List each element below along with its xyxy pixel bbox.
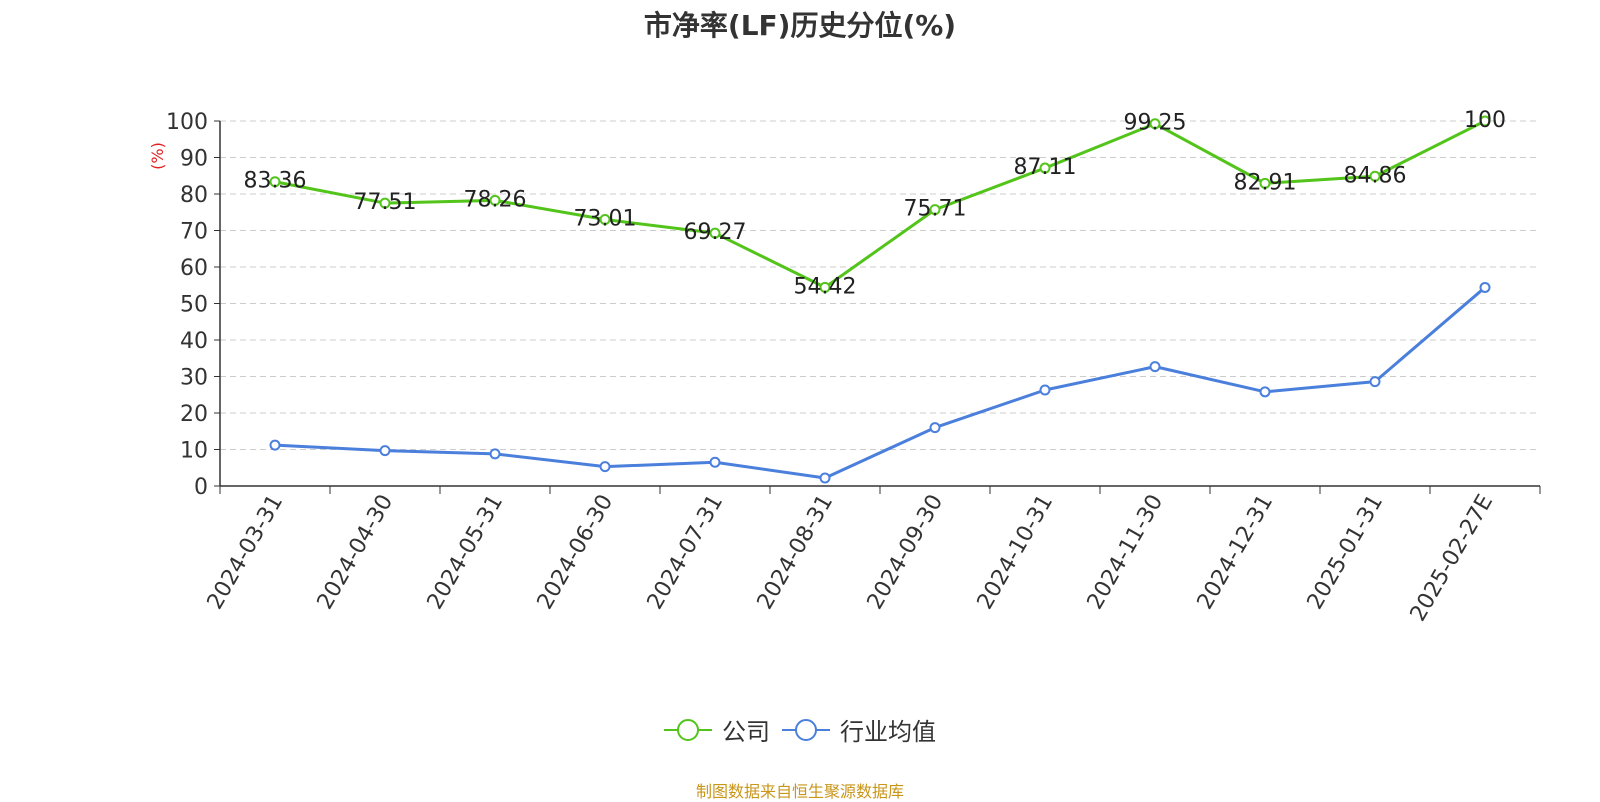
x-tick-label: 2025-02-27E bbox=[1406, 491, 1499, 626]
data-point bbox=[1369, 170, 1381, 182]
data-point bbox=[709, 456, 721, 468]
x-tick-label: 2024-05-31 bbox=[423, 491, 509, 614]
data-point bbox=[599, 461, 611, 473]
x-tick-label: 2024-12-31 bbox=[1193, 491, 1279, 614]
data-point bbox=[1149, 361, 1161, 373]
y-tick-label: 10 bbox=[180, 439, 208, 464]
y-tick-label: 0 bbox=[194, 475, 208, 500]
data-point bbox=[929, 204, 941, 216]
data-label: 77.51 bbox=[354, 190, 417, 215]
x-tick-label: 2024-06-30 bbox=[533, 491, 619, 614]
data-point bbox=[1479, 281, 1491, 293]
x-tick-label: 2024-11-30 bbox=[1083, 491, 1169, 614]
data-label: 100 bbox=[1464, 108, 1506, 133]
legend: 公司 行业均值 bbox=[0, 712, 1600, 747]
data-point bbox=[599, 214, 611, 226]
data-point bbox=[379, 197, 391, 209]
x-tick-label: 2024-03-31 bbox=[203, 491, 289, 614]
y-tick-label: 50 bbox=[180, 293, 208, 318]
data-label: 82.91 bbox=[1234, 170, 1297, 195]
data-label: 78.26 bbox=[464, 187, 527, 212]
legend-industry-label: 行业均值 bbox=[840, 718, 936, 746]
y-tick-label: 100 bbox=[166, 110, 208, 135]
data-label: 54.42 bbox=[794, 274, 857, 299]
data-point bbox=[1259, 177, 1271, 189]
data-label: 99.25 bbox=[1124, 111, 1187, 136]
data-point bbox=[819, 472, 831, 484]
x-tick-label: 2024-04-30 bbox=[313, 491, 399, 614]
data-point bbox=[819, 281, 831, 293]
series-line-0 bbox=[274, 119, 1486, 289]
series-lines bbox=[269, 115, 1491, 484]
data-point bbox=[1149, 118, 1161, 130]
y-tick-label: 20 bbox=[180, 402, 208, 427]
axes: 0 10 20 30 40 50 60 70 80 90 100 (%) 2024-03-31 2024-… bbox=[148, 110, 1541, 626]
y-tick-label: 30 bbox=[180, 366, 208, 391]
data-label: 84.86 bbox=[1344, 163, 1407, 188]
data-point bbox=[489, 448, 501, 460]
grid-lines bbox=[220, 120, 1540, 450]
x-tick-label: 2024-07-31 bbox=[643, 491, 729, 614]
legend-industry-icon bbox=[782, 718, 830, 741]
legend-company-label: 公司 bbox=[722, 718, 770, 746]
data-point bbox=[489, 194, 501, 206]
y-tick-label: 40 bbox=[180, 329, 208, 354]
data-label: 83.36 bbox=[244, 169, 307, 194]
data-point bbox=[1039, 162, 1051, 174]
series-line-1 bbox=[274, 286, 1486, 480]
data-labels: 83.36 77.51 78.26 73.01 69.27 54.42 75.71 87.11… bbox=[244, 108, 1506, 299]
source-note: 制图数据来自恒生聚源数据库 bbox=[695, 782, 904, 801]
legend-company-icon bbox=[664, 718, 712, 741]
data-point bbox=[269, 176, 281, 188]
y-tick-label: 90 bbox=[180, 147, 208, 172]
data-point bbox=[1369, 376, 1381, 388]
data-point bbox=[1479, 115, 1491, 127]
data-point bbox=[929, 422, 941, 434]
y-tick-label: 80 bbox=[180, 183, 208, 208]
y-axis-label: (%) bbox=[148, 142, 167, 170]
legend-item-company[interactable]: 公司 bbox=[664, 712, 770, 747]
x-tick-label: 2024-08-31 bbox=[753, 491, 839, 614]
y-tick-label: 70 bbox=[180, 220, 208, 245]
x-tick-label: 2025-01-31 bbox=[1303, 491, 1389, 614]
data-point bbox=[1259, 386, 1271, 398]
data-label: 75.71 bbox=[904, 197, 967, 222]
data-point bbox=[269, 439, 281, 451]
y-tick-label: 60 bbox=[180, 256, 208, 281]
x-tick-label: 2024-09-30 bbox=[863, 491, 949, 614]
chart-title: 市净率(LF)历史分位(%) bbox=[643, 9, 957, 42]
data-label: 69.27 bbox=[684, 220, 747, 245]
data-point bbox=[709, 227, 721, 239]
data-label: 87.11 bbox=[1014, 155, 1077, 180]
legend-item-industry[interactable]: 行业均值 bbox=[782, 712, 936, 747]
data-point bbox=[1039, 384, 1051, 396]
data-point bbox=[379, 445, 391, 457]
x-tick-label: 2024-10-31 bbox=[973, 491, 1059, 614]
data-label: 73.01 bbox=[574, 207, 637, 232]
